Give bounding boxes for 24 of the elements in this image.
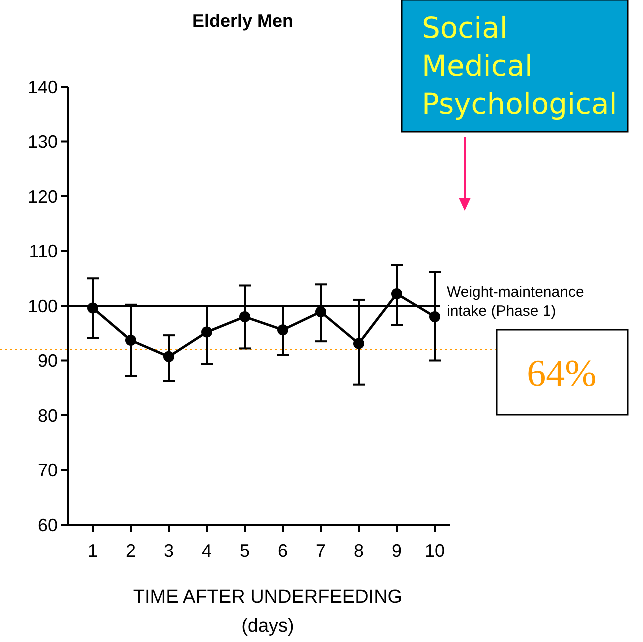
x-tick-label: 10 xyxy=(424,541,446,561)
y-tick-label: 100 xyxy=(28,296,58,316)
x-tick-label: 1 xyxy=(88,541,98,561)
y-tick-label: 110 xyxy=(29,242,58,262)
x-tick-label: 5 xyxy=(240,541,250,561)
x-axis-title: TIME AFTER UNDERFEEDING (days) xyxy=(133,587,403,637)
y-tick-label: 80 xyxy=(38,406,58,426)
y-tick-label: 60 xyxy=(38,515,58,536)
y-tick-label: 140 xyxy=(28,77,58,98)
x-tick-label: 9 xyxy=(392,541,402,561)
y-tick-label: 70 xyxy=(38,460,58,481)
annotation: Social Medical Psychological xyxy=(422,11,618,121)
chart-title: Elderly Men xyxy=(192,11,294,31)
text: 64% xyxy=(527,353,597,395)
x-tick-label: 3 xyxy=(164,541,174,561)
ref-line-label: Weight-maintenance intake (Phase 1) xyxy=(447,284,584,320)
x-tick-label: 2 xyxy=(126,541,136,561)
y-tick-label: 90 xyxy=(38,351,58,372)
x-tick-label: 7 xyxy=(316,541,326,561)
x-tick-label: 4 xyxy=(202,541,212,561)
x-tick-label: 6 xyxy=(278,541,288,561)
y-tick-label: 130 xyxy=(28,132,58,152)
y-tick-label: 120 xyxy=(28,186,58,207)
x-tick-label: 8 xyxy=(354,541,364,561)
